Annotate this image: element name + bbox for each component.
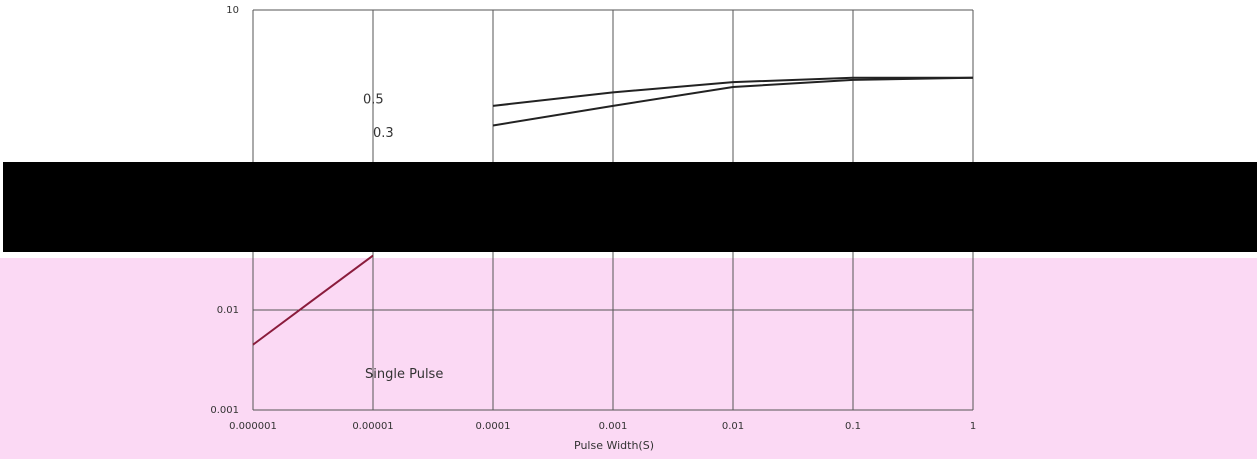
chart: 0.001 0.01 10 0.000001 0.00001 0.0001 0.001 0.0… [0,0,1257,459]
black-band [3,162,1257,252]
x-tick-label: 0.01 [722,421,744,432]
y-tick-label: 0.01 [217,305,239,316]
curve-label: 0.3 [373,126,394,141]
curve-label: Single Pulse [365,367,443,382]
x-tick-label: 0.00001 [352,421,393,432]
x-tick-label: 0.001 [599,421,628,432]
x-axis-label: Pulse Width(S) [574,439,654,452]
pink-band [0,258,1257,459]
x-tick-label: 0.000001 [229,421,277,432]
page: {"chart_data": { "type": "line", "x_labe… [0,0,1257,459]
x-tick-label: 0.1 [845,421,861,432]
y-tick-label: 0.001 [210,405,239,416]
curve-label: 0.5 [363,92,384,107]
x-tick-label: 0.0001 [476,421,511,432]
x-tick-label: 1 [970,421,976,432]
y-tick-label: 10 [226,5,239,16]
